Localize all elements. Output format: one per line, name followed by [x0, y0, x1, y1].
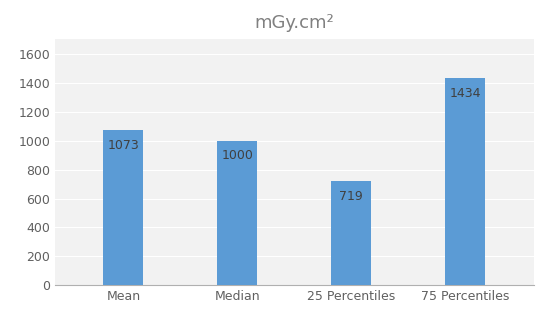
Text: 1000: 1000 [221, 149, 253, 162]
Bar [331, 181, 371, 285]
Title: mGy.cm²: mGy.cm² [254, 14, 334, 32]
Text: 1434: 1434 [449, 87, 481, 99]
Bar [217, 141, 257, 285]
Bar [445, 78, 485, 285]
Text: 719: 719 [339, 190, 363, 203]
Bar [103, 130, 144, 285]
Text: 1073: 1073 [107, 139, 139, 152]
